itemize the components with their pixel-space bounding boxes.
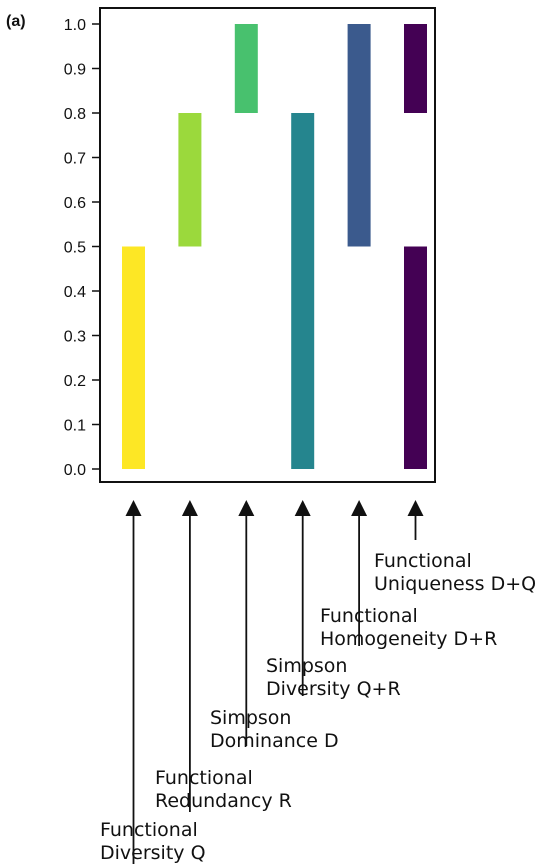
bar-segment — [178, 113, 202, 247]
y-tick-label: 1.0 — [64, 17, 86, 34]
bar-segment — [404, 246, 427, 469]
y-tick-label: 0.0 — [64, 462, 86, 479]
annotation-arrow-head — [294, 500, 311, 516]
bars — [122, 24, 427, 469]
annotation-label-line: Simpson — [210, 707, 291, 729]
bar-segment — [291, 113, 315, 469]
annotation-label-line: Dominance D — [210, 730, 339, 752]
y-tick-label: 0.9 — [64, 62, 86, 79]
y-axis: 0.0 0.1 0.2 0.3 0.4 0.5 0.6 0.7 0.8 0.9 1.0 — [64, 17, 100, 479]
y-tick-label: 0.4 — [64, 284, 86, 301]
y-tick-label: 0.2 — [64, 373, 86, 390]
annotation-arrow-head — [125, 500, 142, 516]
annotation-arrow-head — [351, 500, 368, 516]
annotation-arrow-head — [181, 500, 198, 516]
annotation-label-line: Simpson — [266, 655, 347, 677]
annotation-label-line: Diversity Q — [100, 842, 206, 864]
annotation-label-line: Redundancy R — [155, 790, 292, 812]
bar-segment — [234, 24, 258, 113]
annotation-label-line: Diversity Q+R — [266, 678, 401, 700]
y-tick-label: 0.1 — [64, 418, 86, 435]
y-tick-label: 0.5 — [64, 240, 86, 257]
annotation-label-line: Functional — [100, 819, 198, 841]
y-tick-label: 0.8 — [64, 106, 86, 123]
annotation-label-line: Functional — [374, 550, 472, 572]
annotation-label-line: Homogeneity D+R — [320, 628, 497, 650]
annotation-label-line: Functional — [320, 605, 418, 627]
y-tick-label: 0.3 — [64, 329, 86, 346]
annotation-arrow-head — [407, 500, 424, 516]
bar-segment — [122, 246, 145, 469]
annotation-label-line: Functional — [155, 767, 253, 789]
plot-frame — [99, 7, 436, 483]
annotation-label-line: Uniqueness D+Q — [374, 573, 536, 595]
bar-segment — [347, 24, 371, 247]
y-tick-label: 0.6 — [64, 195, 86, 212]
annotation-arrow-head — [238, 500, 255, 516]
y-tick-label: 0.7 — [64, 151, 86, 168]
panel-label: (a) — [6, 13, 26, 30]
bar-segment — [404, 24, 427, 113]
